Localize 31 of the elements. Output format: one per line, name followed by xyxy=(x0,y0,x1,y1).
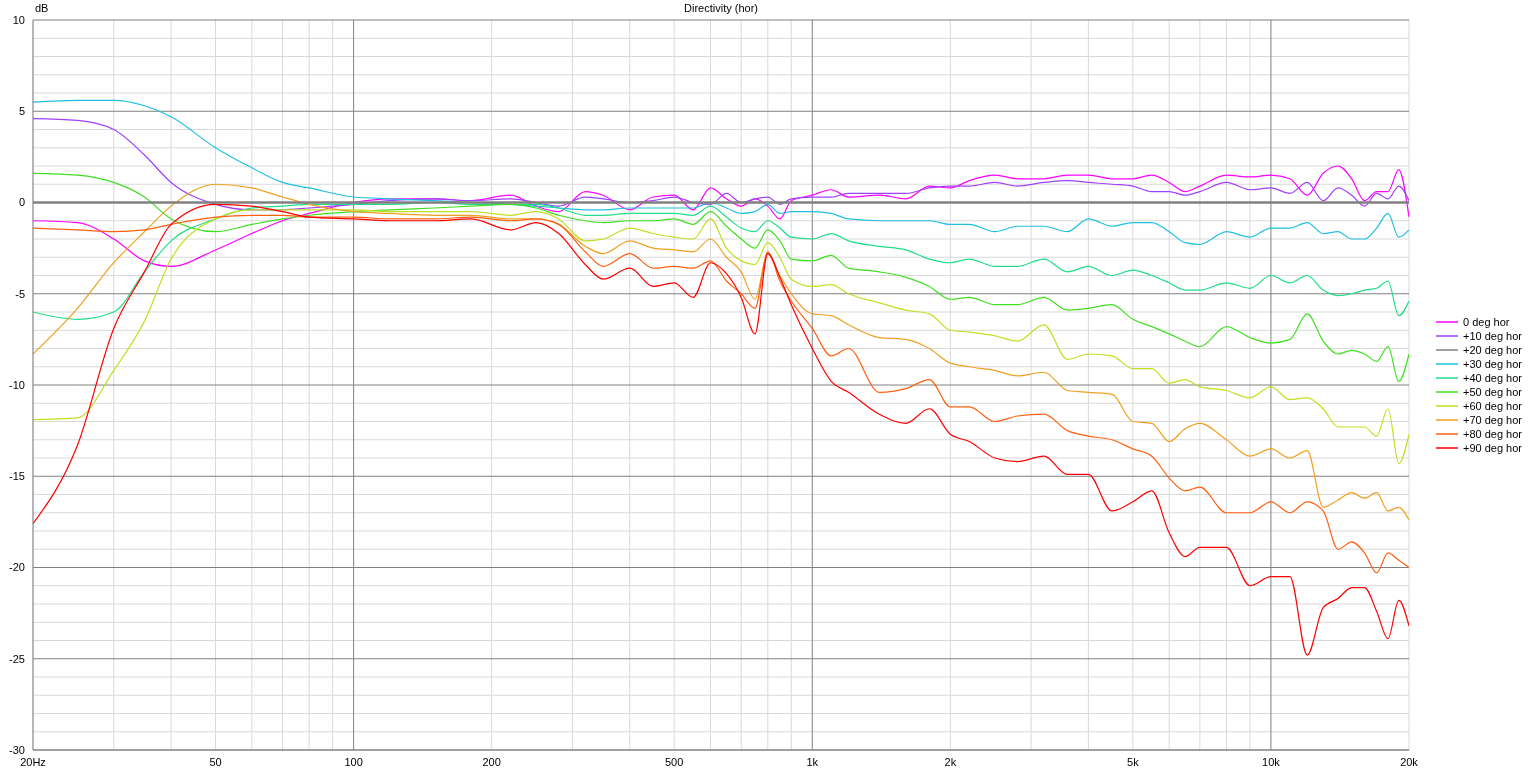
legend-label: +10 deg hor xyxy=(1463,329,1523,343)
x-tick-label: 10k xyxy=(1262,755,1281,768)
legend-label: +30 deg hor xyxy=(1463,357,1523,371)
legend-label: +70 deg hor xyxy=(1463,413,1523,427)
y-tick-label: -15 xyxy=(9,470,25,483)
legend-label: +90 deg hor xyxy=(1463,441,1523,455)
y-axis-title: dB xyxy=(35,2,49,14)
legend-label: +40 deg hor xyxy=(1463,371,1523,385)
y-tick-label: 0 xyxy=(18,196,25,209)
chart-title: Directivity (hor) xyxy=(684,2,758,14)
x-tick-label: 5k xyxy=(1127,755,1140,768)
x-tick-label: 20Hz xyxy=(20,755,46,768)
y-tick-label: -30 xyxy=(9,743,25,756)
y-tick-label: 5 xyxy=(18,105,25,118)
legend-label: +20 deg hor xyxy=(1463,343,1523,357)
legend-label: 0 deg hor xyxy=(1463,315,1510,329)
x-tick-label: 1k xyxy=(806,755,819,768)
y-tick-label: -25 xyxy=(9,652,25,665)
legend-label: +60 deg hor xyxy=(1463,399,1523,413)
x-tick-label: 2k xyxy=(944,755,957,768)
x-tick-label: 500 xyxy=(665,755,684,768)
y-tick-label: -5 xyxy=(15,287,25,300)
legend-label: +80 deg hor xyxy=(1463,427,1523,441)
legend-label: +50 deg hor xyxy=(1463,385,1523,399)
x-tick-label: 50 xyxy=(209,755,222,768)
x-tick-label: 20k xyxy=(1400,755,1419,768)
x-tick-label: 100 xyxy=(344,755,363,768)
y-tick-label: -20 xyxy=(9,561,25,574)
y-tick-label: 10 xyxy=(12,13,25,26)
x-tick-label: 200 xyxy=(482,755,501,768)
y-tick-label: -10 xyxy=(9,378,25,391)
